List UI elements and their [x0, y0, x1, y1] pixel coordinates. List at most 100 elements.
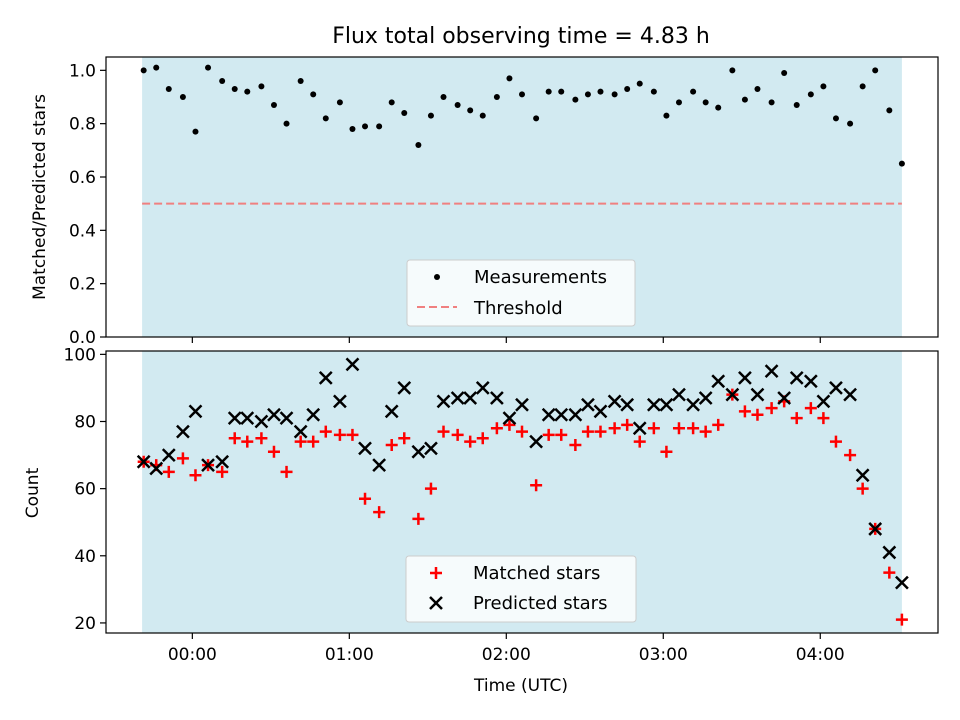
measurement-point — [572, 96, 579, 103]
matched-star-point — [476, 432, 489, 445]
predicted-star-point — [672, 387, 686, 402]
measurement-point — [584, 91, 591, 98]
y-tick-label: 20 — [74, 614, 96, 634]
y-tick-label: 0.4 — [69, 221, 96, 241]
measurement-point — [493, 94, 500, 100]
matched-star-point — [398, 432, 411, 445]
predicted-star-point — [188, 404, 203, 419]
matched-star-point — [672, 422, 685, 435]
measurement-point — [715, 104, 722, 111]
matched-star-point — [464, 435, 477, 448]
x-axis: 00:00 01:00 02:00 03:00 04:00 — [168, 633, 845, 665]
measurement-point — [440, 94, 447, 100]
predicted-star-point — [632, 421, 647, 436]
predicted-star-point — [254, 414, 269, 429]
y-tick-label: 0.2 — [69, 275, 96, 295]
matched-star-point — [255, 432, 268, 445]
y-tick-label: 1.0 — [69, 61, 96, 81]
measurement-point — [597, 88, 604, 95]
predicted-star-point — [816, 394, 831, 409]
measurement-point — [859, 83, 866, 90]
measurement-point — [336, 99, 343, 106]
x-tick-label: 01:00 — [325, 645, 374, 665]
predicted-star-point — [227, 411, 242, 426]
predicted-star-point — [384, 404, 399, 419]
matched-star-point — [647, 422, 660, 435]
matched-star-point — [633, 435, 646, 448]
predicted-star-point — [397, 381, 412, 395]
top-y-axis: 0.0 0.2 0.4 0.6 0.8 1.0 — [69, 61, 106, 348]
predicted-star-point — [215, 454, 230, 469]
measurements-legend-marker — [434, 274, 440, 280]
matched-star-point — [359, 492, 372, 505]
measurement-point — [793, 102, 800, 108]
measurement-point — [506, 75, 513, 82]
measurement-point — [376, 123, 383, 130]
predicted-star-point — [136, 454, 151, 469]
predicted-star-point — [829, 381, 843, 395]
top-legend: Measurements Threshold — [406, 259, 636, 327]
predicted-star-point — [240, 411, 255, 426]
predicted-star-point — [593, 404, 608, 419]
measurement-point — [244, 88, 251, 95]
predicted-star-point — [554, 407, 569, 422]
measurement-point — [675, 99, 682, 106]
x-tick-label: 00:00 — [168, 645, 217, 665]
matched-star-point — [294, 435, 307, 448]
measurement-point — [820, 83, 827, 90]
measurement-point — [768, 99, 775, 106]
bottom-legend-box — [405, 555, 637, 623]
y-tick-label: 0.0 — [69, 328, 96, 348]
matched-star-point — [817, 412, 830, 425]
x-axis-label: Time (UTC) — [473, 676, 568, 696]
matched-star-point — [228, 432, 241, 445]
measurement-point — [270, 102, 277, 108]
measurement-point — [205, 64, 212, 71]
measurement-point — [297, 78, 304, 84]
predicted-star-point — [267, 407, 281, 422]
matched-star-point — [176, 452, 189, 465]
matched-star-point — [451, 428, 464, 441]
predicted-star-point — [345, 357, 360, 372]
measurement-point — [636, 80, 643, 87]
matched-star-point — [844, 449, 857, 462]
bottom-y-axis-label: Count — [23, 467, 43, 518]
legend-matched-stars: Matched stars — [473, 563, 600, 584]
matched-star-point — [765, 402, 778, 415]
predicted-star-point — [436, 394, 451, 409]
predicted-star-point — [620, 397, 635, 412]
matched-star-point — [503, 418, 516, 431]
predicted-star-point — [475, 381, 490, 395]
predicted-stars-series — [136, 357, 909, 590]
matched-star-point — [542, 428, 555, 441]
matched-star-point — [581, 425, 594, 438]
predicted-star-point — [868, 522, 883, 536]
measurement-point — [231, 86, 238, 92]
predicted-star-point — [529, 434, 544, 449]
predicted-star-point — [149, 461, 164, 476]
measurement-point — [467, 107, 474, 114]
predicted-star-point — [279, 411, 294, 426]
matched-star-point — [856, 482, 869, 495]
measurement-point — [781, 70, 788, 76]
predicted-star-point — [318, 370, 333, 385]
predicted-star-point — [750, 387, 765, 402]
matched-star-point — [699, 425, 712, 438]
measurement-point — [872, 67, 879, 74]
predicted-star-point — [882, 545, 897, 560]
measurement-point — [219, 78, 226, 84]
legend-measurements: Measurements — [474, 267, 607, 288]
matched-star-point — [373, 506, 386, 519]
top-axes-frame — [105, 56, 939, 338]
measurement-point — [322, 115, 329, 122]
measurement-point — [401, 110, 408, 116]
top-legend-box — [406, 259, 636, 327]
top-y-axis-label: Matched/Predicted stars — [30, 94, 50, 300]
predicted-star-point — [855, 468, 870, 483]
y-tick-label: 60 — [74, 480, 96, 500]
matched-star-point — [516, 425, 528, 438]
predicted-star-point — [803, 374, 818, 389]
predicted-star-point — [358, 441, 372, 456]
measurement-point — [847, 120, 854, 127]
y-tick-label: 80 — [74, 413, 96, 433]
